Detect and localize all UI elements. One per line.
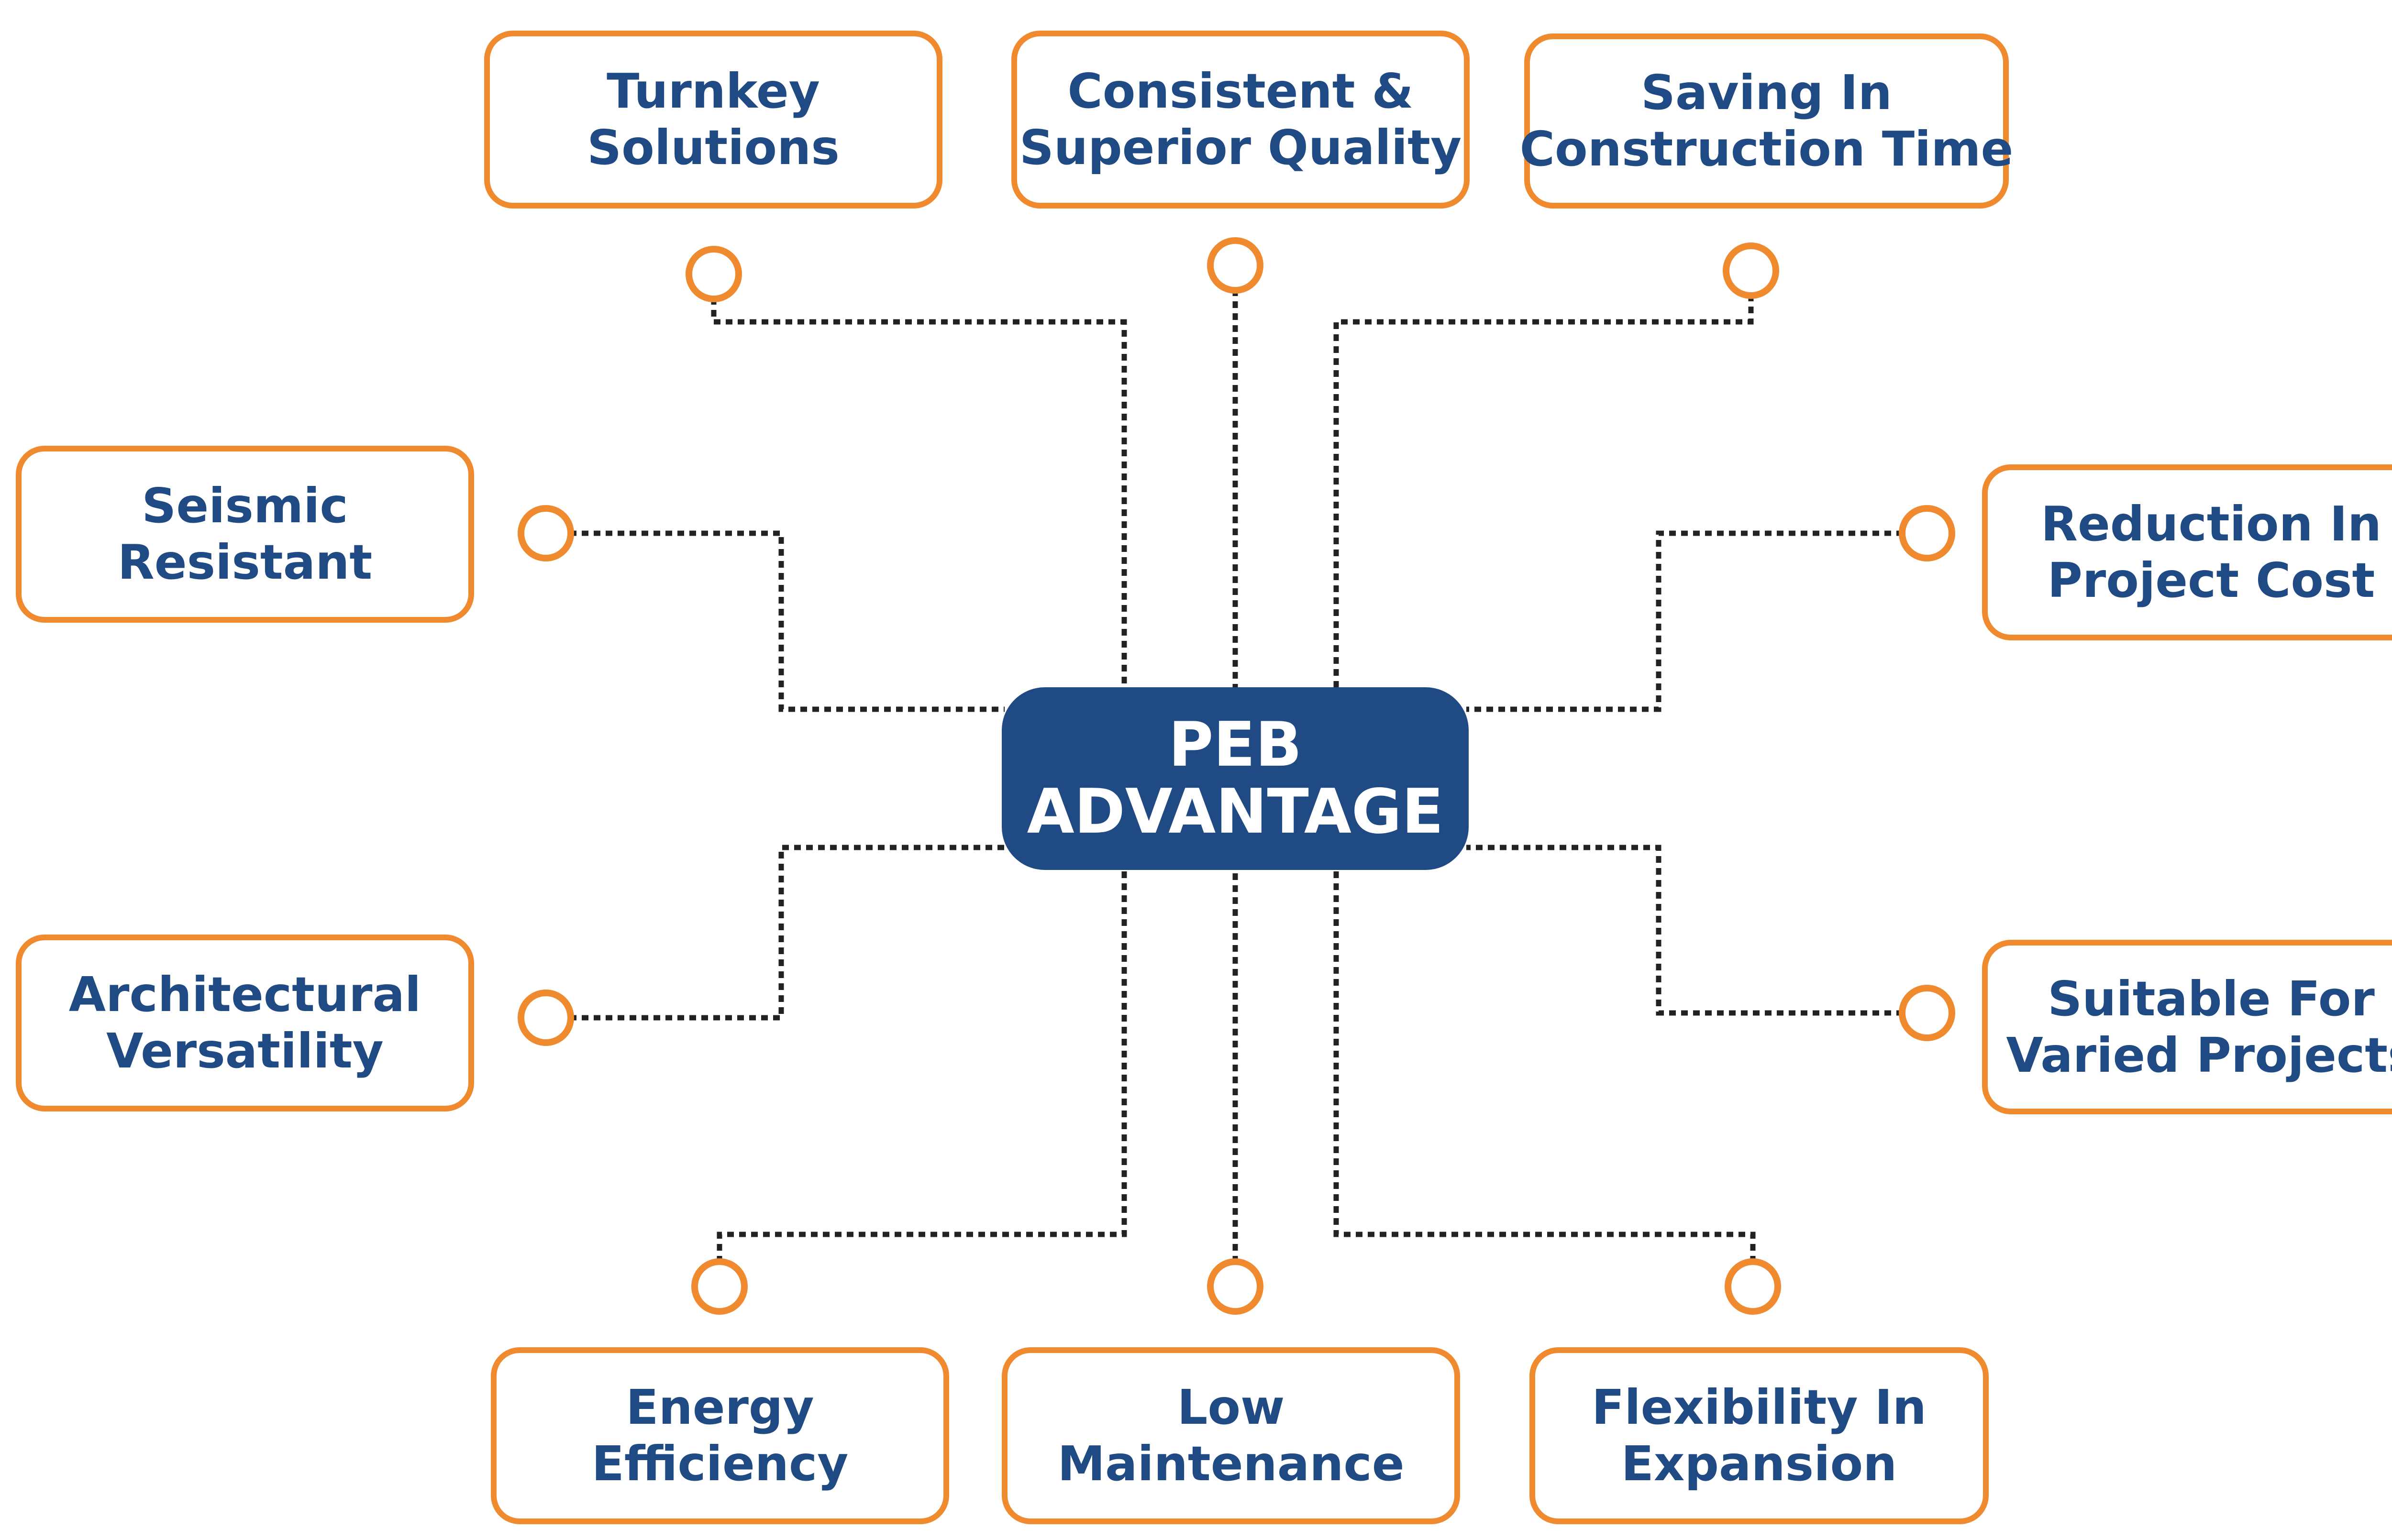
node-suitable-varied-projects: Suitable For Varied Projects [1982, 940, 2392, 1114]
node-label-line2: Construction Time [1519, 121, 2014, 177]
node-label-line1: Energy [626, 1379, 814, 1435]
connector-node-circle-cost [1899, 505, 1955, 561]
node-label-line1: Consistent & [1067, 63, 1414, 119]
node-label-line1: Low [1177, 1379, 1285, 1435]
node-label-line2: Efficiency [591, 1436, 849, 1492]
connector-node-circle-turnkey [686, 246, 742, 302]
center-title-line2: ADVANTAGE [1027, 776, 1444, 847]
connector-node-circle-maintenance [1207, 1258, 1263, 1315]
connector-cost [1466, 530, 1927, 712]
node-label-line1: Architectural [68, 967, 421, 1023]
node-seismic-resistant: Seismic Resistant [16, 446, 474, 623]
node-label-line2: Resistant [117, 534, 373, 590]
connector-saving-time [1333, 271, 1754, 689]
node-label-line1: Reduction In [2040, 496, 2382, 552]
connector-suitable [1466, 845, 1927, 1016]
center-peb-advantage: PEB ADVANTAGE [1002, 687, 1469, 870]
center-title-line1: PEB [1168, 709, 1302, 781]
connector-node-circle-architectural [518, 990, 574, 1046]
node-low-maintenance: Low Maintenance [1002, 1347, 1460, 1524]
connector-node-circle-suitable [1899, 985, 1955, 1041]
node-label-line1: Flexibility In [1592, 1379, 1927, 1435]
node-label-line2: Superior Quality [1019, 120, 1462, 176]
connector-flexibility [1333, 868, 1756, 1287]
connector-energy [717, 868, 1127, 1287]
node-flexibility-expansion: Flexibility In Expansion [1529, 1347, 1989, 1524]
node-consistent-superior-quality: Consistent & Superior Quality [1011, 31, 1470, 209]
node-label-line1: Turnkey [607, 63, 820, 119]
connector-turnkey [711, 274, 1127, 689]
node-label-line2: Expansion [1621, 1436, 1897, 1492]
node-saving-construction-time: Saving In Construction Time [1520, 33, 2013, 209]
node-turnkey-solutions: Turnkey Solutions [484, 31, 942, 209]
node-architectural-versatility: Architectural Versatility [16, 935, 474, 1111]
connector-node-circle-quality [1207, 237, 1263, 294]
node-energy-efficiency: Energy Efficiency [491, 1347, 949, 1524]
connector-node-circle-energy [691, 1258, 748, 1315]
connector-node-circle-saving-time [1723, 242, 1779, 299]
node-reduction-project-cost: Reduction In Project Cost [1982, 464, 2392, 640]
node-label-line1: Suitable For [2048, 970, 2375, 1027]
connector-seismic [546, 530, 1005, 712]
node-label-line1: Saving In [1641, 65, 1892, 121]
node-label-line2: Maintenance [1057, 1436, 1405, 1492]
node-label-line2: Versatility [106, 1023, 384, 1079]
connector-node-circle-flexibility [1725, 1258, 1781, 1315]
node-label-line1: Seismic [142, 478, 348, 534]
connector-node-circle-seismic [518, 505, 574, 561]
node-label-line2: Varied Projects [2006, 1027, 2392, 1083]
node-label-line2: Project Cost [2047, 552, 2375, 608]
node-label-line2: Solutions [587, 120, 840, 176]
connector-architectural [546, 845, 1005, 1021]
